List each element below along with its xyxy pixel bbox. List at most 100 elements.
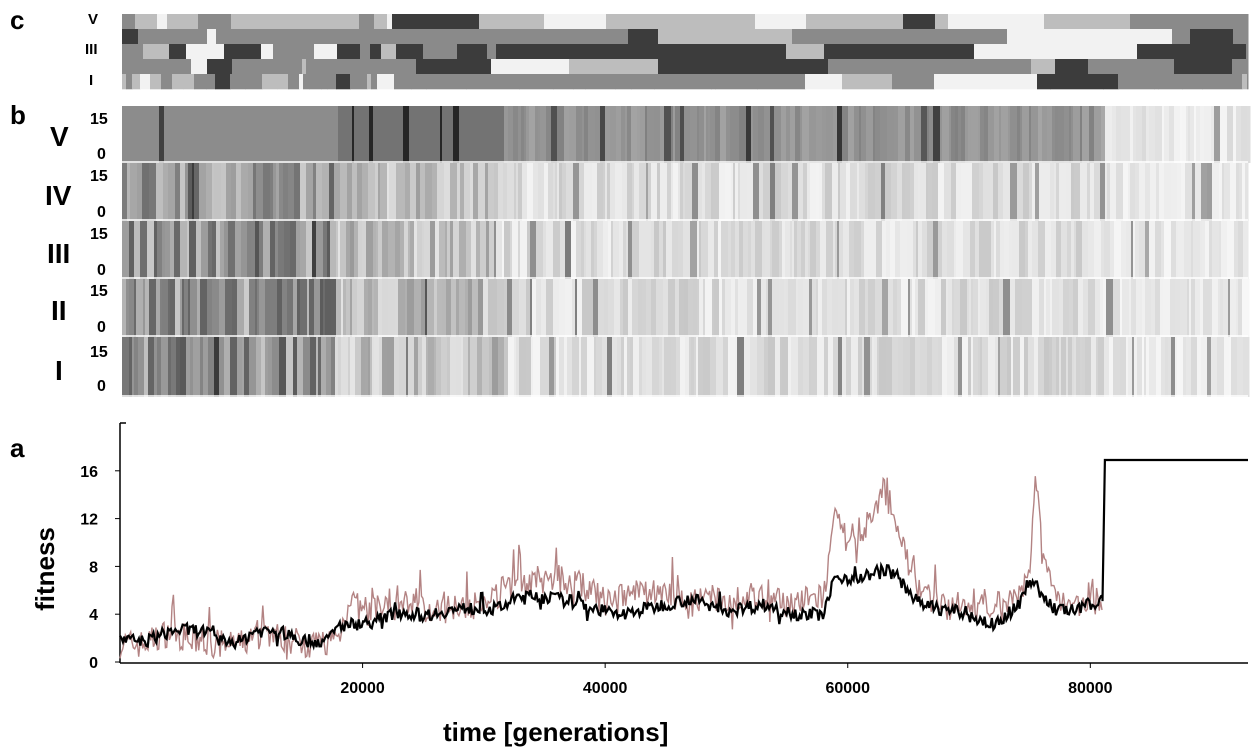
intensity-column: [874, 337, 878, 397]
state-cell: [974, 44, 1022, 59]
intensity-column: [832, 163, 839, 221]
intensity-column: [1063, 279, 1070, 337]
state-cell: [254, 14, 262, 29]
intensity-column: [498, 337, 505, 397]
state-cell: [245, 44, 262, 59]
intensity-column: [189, 221, 197, 279]
state-cell: [1168, 59, 1175, 74]
intensity-column: [1073, 106, 1081, 163]
intensity-column: [409, 106, 417, 163]
panel-b-row-iv: IV 15 0: [45, 168, 108, 221]
intensity-column: [279, 163, 284, 221]
intensity-column: [212, 221, 217, 279]
intensity-column: [358, 221, 363, 279]
intensity-column: [350, 221, 355, 279]
state-cell: [173, 44, 183, 59]
intensity-column: [567, 337, 573, 397]
intensity-column: [1161, 221, 1165, 279]
y-axis-title: fitness: [30, 527, 60, 611]
state-cell: [161, 74, 173, 89]
intensity-column: [407, 279, 415, 337]
state-cell: [1135, 29, 1157, 44]
intensity-column: [311, 106, 315, 163]
intensity-column: [155, 106, 160, 163]
intensity-column: [613, 221, 620, 279]
state-cell: [979, 74, 991, 89]
state-cell: [140, 74, 151, 89]
intensity-column: [1114, 221, 1122, 279]
intensity-column: [918, 279, 926, 337]
panel-b-row-label-ii: II: [51, 295, 67, 326]
intensity-column: [1245, 163, 1249, 221]
intensity-column: [232, 106, 237, 163]
intensity-column: [225, 106, 233, 163]
intensity-column: [604, 279, 609, 337]
intensity-column: [576, 221, 582, 279]
intensity-column: [1094, 106, 1102, 163]
intensity-column: [1169, 106, 1175, 163]
intensity-column: [417, 221, 423, 279]
intensity-column: [388, 279, 396, 337]
state-cell: [417, 29, 435, 44]
intensity-column: [277, 279, 283, 337]
intensity-column: [891, 163, 898, 221]
state-cell: [230, 44, 239, 59]
intensity-column: [973, 279, 979, 337]
intensity-column: [196, 106, 203, 163]
x-tick-label: 60000: [825, 680, 870, 697]
intensity-column: [620, 279, 624, 337]
intensity-column: [675, 279, 680, 337]
intensity-column: [1009, 221, 1013, 279]
intensity-column: [544, 163, 549, 221]
intensity-column: [1076, 221, 1083, 279]
intensity-column: [400, 221, 405, 279]
intensity-column: [1071, 221, 1075, 279]
intensity-column: [638, 279, 643, 337]
intensity-column: [1182, 106, 1187, 163]
intensity-column: [263, 163, 271, 221]
intensity-column: [685, 337, 690, 397]
intensity-column: [842, 337, 847, 397]
intensity-column: [705, 279, 713, 337]
intensity-column: [560, 221, 566, 279]
intensity-column: [300, 279, 308, 337]
intensity-column: [427, 279, 435, 337]
state-cell: [371, 74, 378, 89]
intensity-column: [794, 221, 798, 279]
state-cell: [310, 44, 315, 59]
state-cell: [753, 59, 784, 74]
intensity-column: [140, 221, 148, 279]
intensity-column: [910, 163, 915, 221]
intensity-column: [897, 163, 903, 221]
intensity-column: [573, 163, 580, 221]
intensity-column: [1146, 106, 1150, 163]
state-cell: [163, 59, 179, 74]
intensity-column: [314, 106, 322, 163]
state-cell: [1044, 14, 1065, 29]
intensity-column: [457, 163, 461, 221]
intensity-column: [1186, 337, 1192, 397]
intensity-column: [318, 337, 322, 397]
intensity-column: [1243, 337, 1250, 397]
state-cell: [427, 59, 454, 74]
state-cell: [336, 74, 351, 89]
intensity-column: [1243, 221, 1249, 279]
intensity-column: [297, 279, 301, 337]
state-cell: [327, 44, 338, 59]
intensity-column: [345, 106, 353, 163]
intensity-column: [1174, 106, 1181, 163]
intensity-column: [1134, 337, 1138, 397]
state-cell: [210, 44, 216, 59]
intensity-column: [790, 106, 796, 163]
intensity-column: [1100, 279, 1104, 337]
intensity-column: [722, 279, 726, 337]
intensity-column: [910, 337, 916, 397]
state-cell: [178, 59, 192, 74]
intensity-column: [1098, 337, 1105, 397]
intensity-column: [730, 337, 736, 397]
intensity-column: [1010, 163, 1018, 221]
intensity-column: [632, 221, 640, 279]
state-cell: [783, 59, 807, 74]
state-cell: [360, 44, 371, 59]
panel-c-letter: c: [10, 5, 24, 35]
